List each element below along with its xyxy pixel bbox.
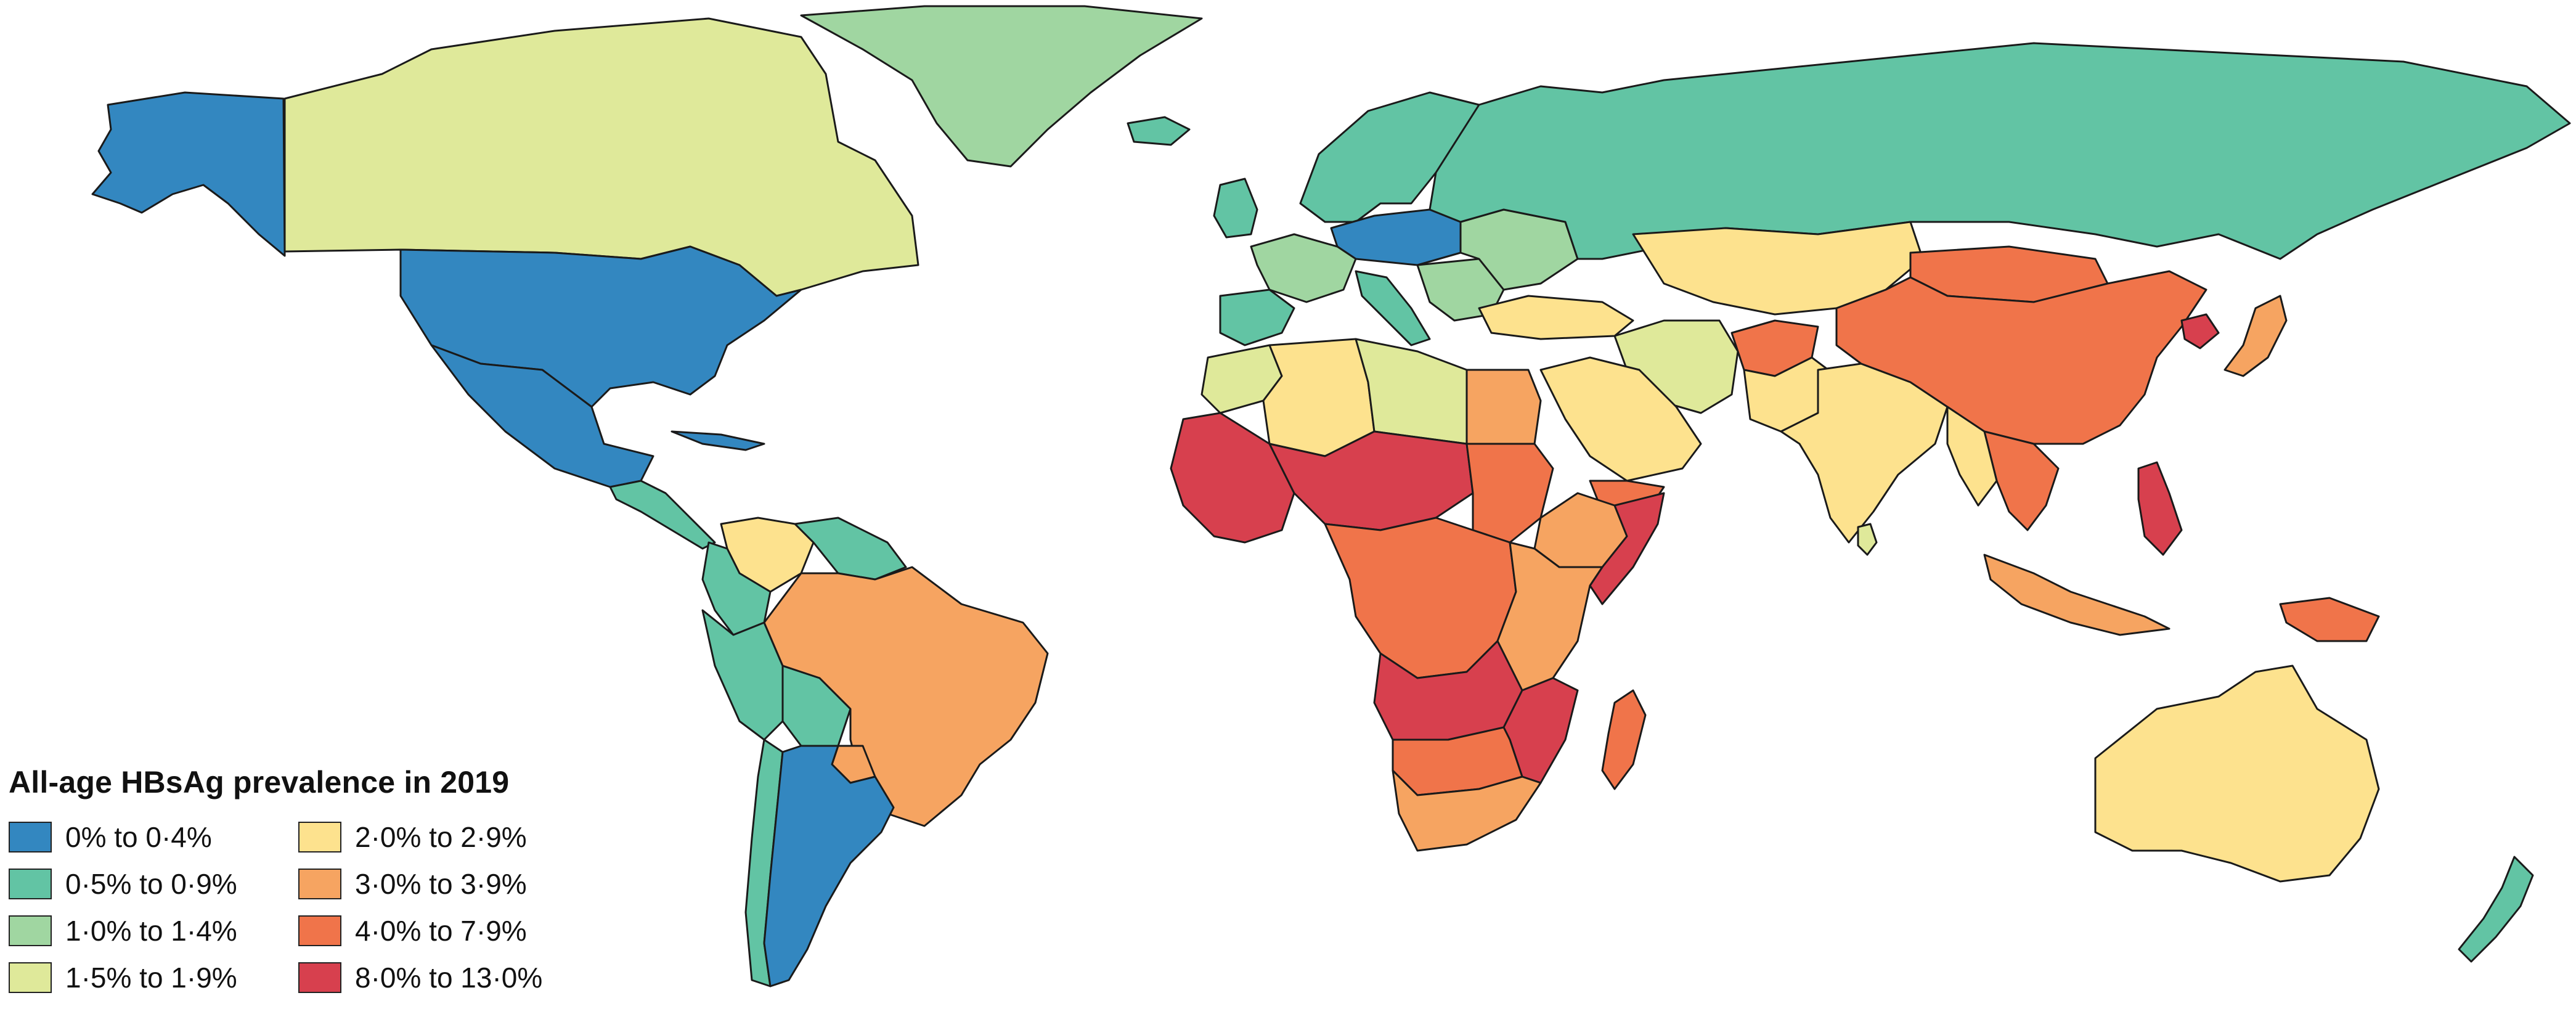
legend-item: 2·0% to 2·9% — [298, 819, 527, 856]
region-brazil — [763, 566, 1049, 827]
region-philippines — [2137, 461, 2183, 556]
legend-item: 0% to 0·4% — [9, 819, 212, 856]
region-sri-lanka — [1857, 523, 1878, 556]
legend-swatch — [298, 822, 341, 852]
region-south-africa — [1392, 769, 1542, 852]
region-arabian-peninsula — [1539, 356, 1702, 482]
region-madagascar — [1601, 689, 1647, 790]
region-turkey — [1478, 295, 1634, 340]
region-mexico — [430, 344, 654, 488]
legend-label: 2·0% to 2·9% — [355, 821, 527, 853]
region-iceland — [1127, 116, 1191, 146]
legend-item: 3·0% to 3·9% — [298, 865, 527, 902]
legend-swatch — [298, 962, 341, 993]
map-legend: All-age HBsAg prevalence in 2019 0% to 0… — [9, 764, 613, 1011]
region-west-africa — [1170, 412, 1295, 544]
legend-label: 8·0% to 13·0% — [355, 962, 543, 994]
legend-swatch — [9, 869, 52, 899]
region-algeria — [1262, 338, 1376, 457]
region-australia — [2094, 664, 2380, 883]
region-china — [1835, 270, 2207, 445]
region-iberia — [1219, 288, 1295, 346]
region-russia — [1429, 42, 2571, 260]
legend-item: 0·5% to 0·9% — [9, 865, 237, 902]
legend-swatch — [9, 915, 52, 946]
region-italy — [1355, 270, 1431, 346]
legend-item: 1·5% to 1·9% — [9, 959, 237, 996]
region-cuba — [670, 430, 765, 451]
region-france — [1250, 233, 1357, 303]
region-united-kingdom — [1213, 178, 1258, 239]
region-southeast-asia — [1983, 430, 2060, 531]
legend-swatch — [9, 822, 52, 852]
region-japan — [2223, 295, 2288, 377]
legend-item: 8·0% to 13·0% — [298, 959, 542, 996]
region-east-africa — [1496, 541, 1604, 692]
legend-title: All-age HBsAg prevalence in 2019 — [9, 765, 510, 799]
region-egypt — [1465, 369, 1542, 445]
legend-item: 4·0% to 7·9% — [298, 912, 527, 949]
region-argentina — [763, 745, 895, 987]
legend-label: 4·0% to 7·9% — [355, 915, 527, 947]
region-greenland — [800, 5, 1203, 168]
region-somalia — [1589, 492, 1665, 605]
region-sudan — [1465, 443, 1554, 544]
legend-swatch — [9, 962, 52, 993]
legend-swatch — [298, 915, 341, 946]
region-papua-new-guinea — [2279, 597, 2380, 642]
region-alaska — [91, 91, 286, 257]
region-sahel — [1268, 430, 1474, 531]
legend-label: 1·5% to 1·9% — [65, 962, 237, 994]
region-myanmar — [1946, 406, 1998, 507]
region-north-korea — [2180, 313, 2220, 350]
region-central-america — [609, 480, 716, 550]
legend-label: 0·5% to 0·9% — [65, 868, 237, 900]
region-new-zealand — [2458, 856, 2534, 963]
region-canada — [283, 17, 919, 297]
region-guiana-shield — [794, 517, 907, 581]
region-indonesia — [1983, 554, 2170, 636]
legend-label: 1·0% to 1·4% — [65, 915, 237, 947]
legend-item: 1·0% to 1·4% — [9, 912, 237, 949]
legend-label: 3·0% to 3·9% — [355, 868, 527, 900]
legend-label: 0% to 0·4% — [65, 821, 212, 853]
legend-swatch — [298, 869, 341, 899]
